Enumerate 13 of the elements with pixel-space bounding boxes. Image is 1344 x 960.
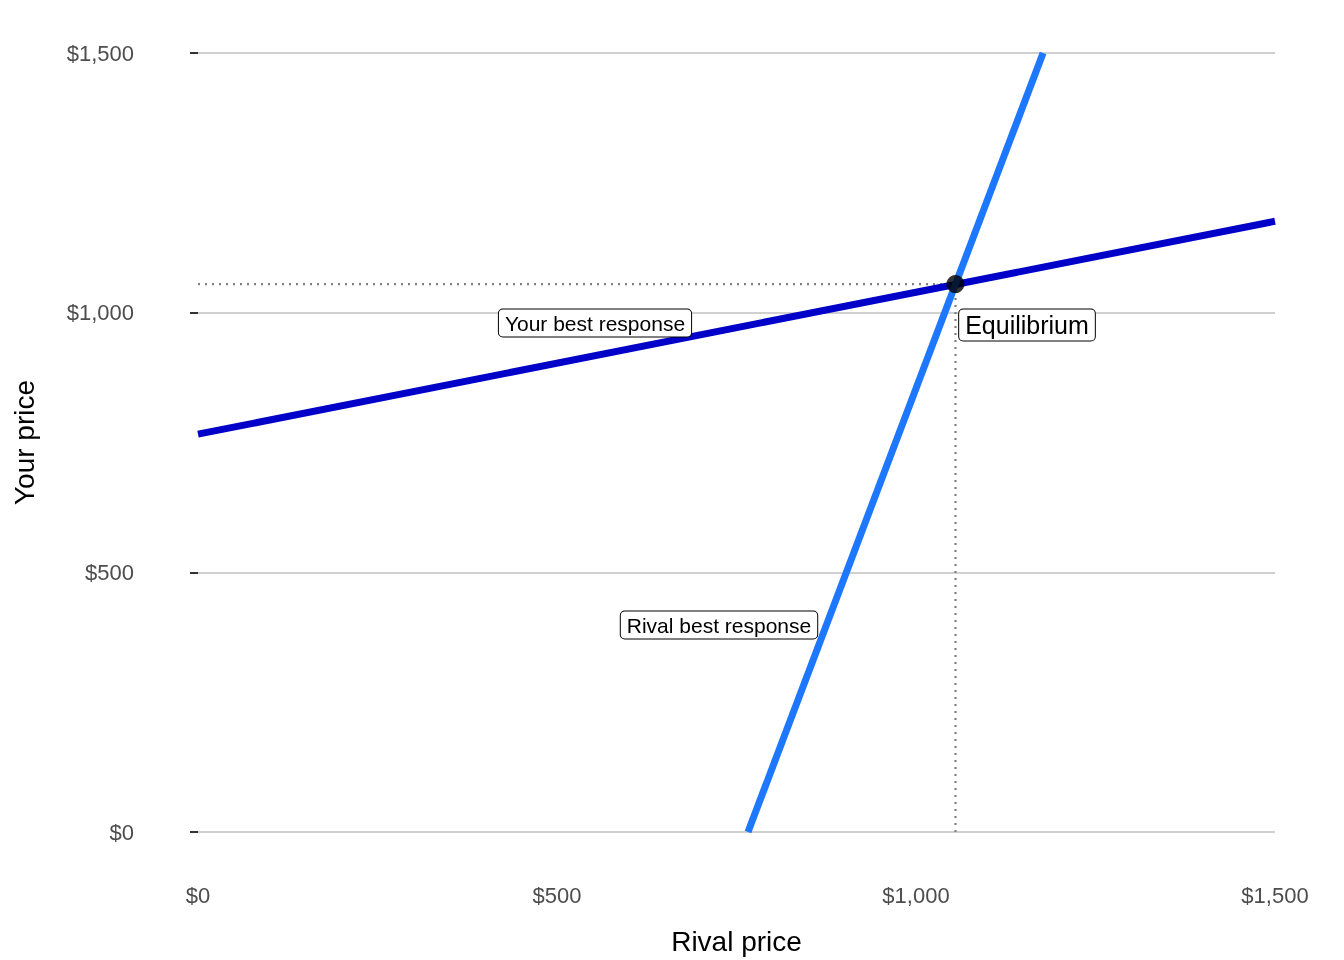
x-tick-label: $0 — [185, 882, 211, 908]
x-tick-label: $1,000 — [882, 882, 950, 908]
annotation: Rival best response — [626, 613, 812, 637]
x-axis-title: Rival price — [671, 925, 802, 957]
y-tick-label: $1,500 — [66, 40, 134, 66]
y-axis-title: Your price — [8, 379, 40, 506]
x-tick-label: $1,500 — [1241, 882, 1309, 908]
y-tick-label: $0 — [109, 819, 134, 845]
annotation: Equilibrium — [965, 311, 1089, 339]
y-tick-label: $500 — [85, 559, 134, 585]
annotation: Your best response — [504, 311, 686, 335]
x-tick-label: $500 — [532, 882, 582, 908]
y-tick-label: $1,000 — [66, 300, 134, 326]
